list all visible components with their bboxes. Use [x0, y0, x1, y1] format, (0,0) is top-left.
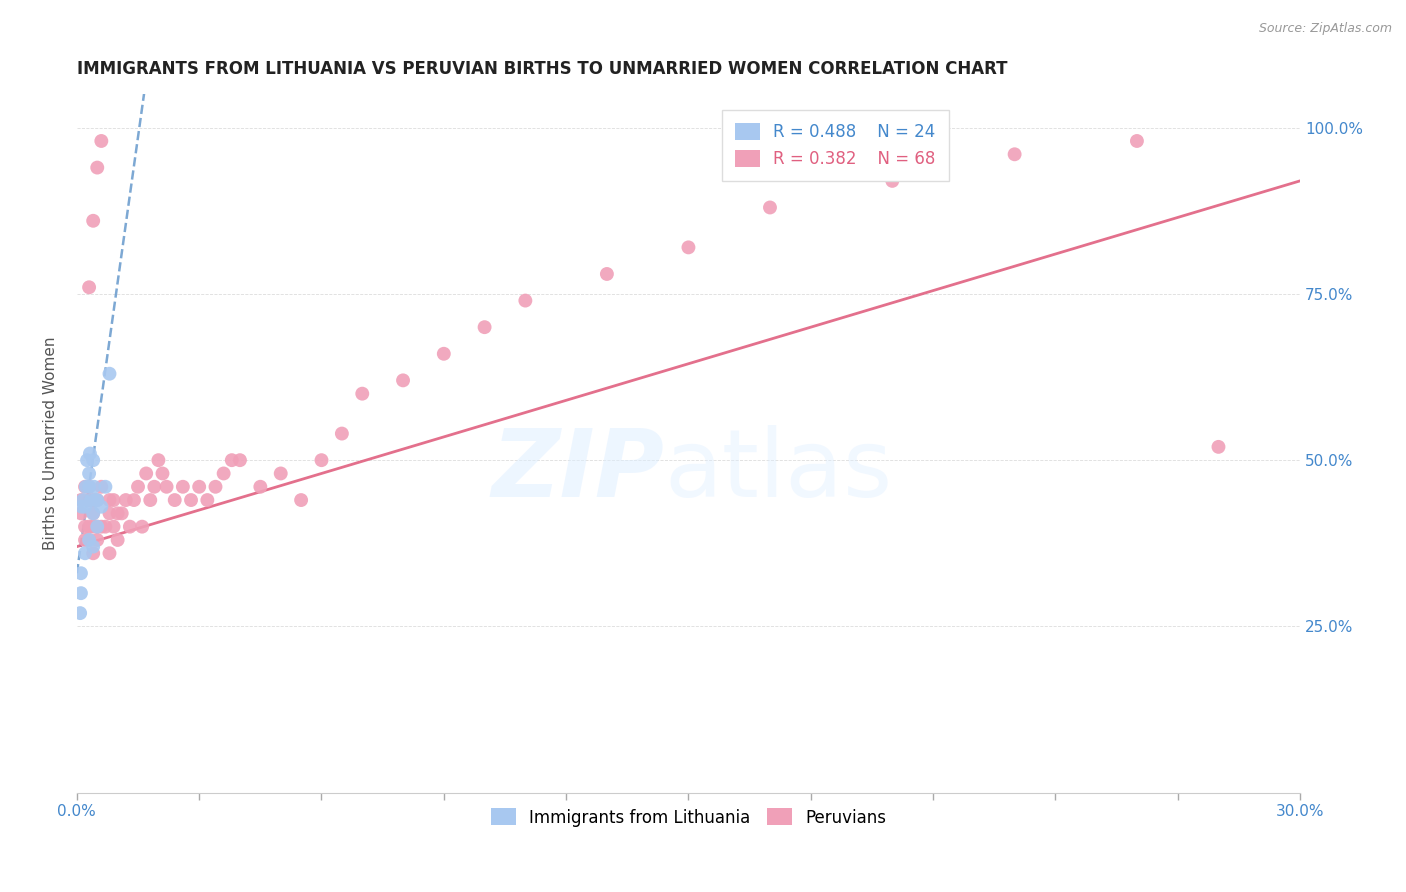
Point — [122, 493, 145, 508]
Point — [90, 134, 112, 148]
Point — [103, 519, 125, 533]
Point — [515, 293, 537, 308]
Text: atlas: atlas — [664, 425, 893, 517]
Point — [75, 480, 97, 494]
Point — [127, 480, 149, 494]
Point — [83, 480, 105, 494]
Point — [759, 201, 782, 215]
Point — [229, 453, 252, 467]
Text: Source: ZipAtlas.com: Source: ZipAtlas.com — [1258, 22, 1392, 36]
Point — [107, 507, 129, 521]
Point — [131, 519, 153, 533]
Point — [82, 507, 104, 521]
Point — [103, 493, 125, 508]
Point — [86, 161, 108, 175]
Point — [204, 480, 226, 494]
Point — [73, 546, 96, 560]
Point — [172, 480, 194, 494]
Point — [82, 546, 104, 560]
Point — [70, 493, 93, 508]
Text: ZIP: ZIP — [491, 425, 664, 517]
Point — [82, 493, 104, 508]
Point — [73, 519, 96, 533]
Point — [139, 493, 162, 508]
Point — [114, 493, 136, 508]
Point — [86, 519, 108, 533]
Point — [94, 480, 117, 494]
Point — [98, 367, 121, 381]
Point — [118, 519, 141, 533]
Point — [82, 540, 104, 554]
Point — [77, 467, 100, 481]
Point — [352, 386, 374, 401]
Point — [69, 606, 91, 620]
Point — [80, 493, 103, 508]
Point — [163, 493, 186, 508]
Point — [188, 480, 211, 494]
Point — [70, 586, 93, 600]
Point — [330, 426, 353, 441]
Point — [77, 533, 100, 547]
Point — [180, 493, 202, 508]
Point — [77, 493, 100, 508]
Point — [678, 240, 700, 254]
Point — [77, 533, 100, 547]
Point — [76, 453, 98, 467]
Point — [135, 467, 157, 481]
Point — [155, 480, 177, 494]
Point — [86, 493, 108, 508]
Point — [86, 493, 108, 508]
Point — [1208, 440, 1230, 454]
Point — [82, 214, 104, 228]
Point — [94, 519, 117, 533]
Point — [72, 493, 94, 508]
Point — [86, 519, 108, 533]
Point — [111, 507, 134, 521]
Point — [70, 507, 93, 521]
Point — [86, 533, 108, 547]
Point — [90, 519, 112, 533]
Point — [143, 480, 166, 494]
Point — [152, 467, 174, 481]
Point — [596, 267, 619, 281]
Point — [73, 533, 96, 547]
Point — [73, 500, 96, 514]
Point — [98, 493, 121, 508]
Point — [474, 320, 496, 334]
Point — [98, 546, 121, 560]
Legend: Immigrants from Lithuania, Peruvians: Immigrants from Lithuania, Peruvians — [484, 802, 893, 833]
Point — [212, 467, 235, 481]
Point — [70, 500, 93, 514]
Point — [90, 500, 112, 514]
Point — [82, 519, 104, 533]
Y-axis label: Births to Unmarried Women: Births to Unmarried Women — [44, 337, 58, 550]
Point — [70, 566, 93, 581]
Point — [82, 507, 104, 521]
Point — [249, 480, 271, 494]
Point — [77, 480, 100, 494]
Point — [290, 493, 312, 508]
Point — [84, 493, 107, 508]
Point — [98, 507, 121, 521]
Point — [311, 453, 333, 467]
Text: IMMIGRANTS FROM LITHUANIA VS PERUVIAN BIRTHS TO UNMARRIED WOMEN CORRELATION CHAR: IMMIGRANTS FROM LITHUANIA VS PERUVIAN BI… — [77, 60, 1007, 78]
Point — [195, 493, 218, 508]
Point — [392, 373, 415, 387]
Point — [433, 347, 456, 361]
Point — [77, 519, 100, 533]
Point — [882, 174, 904, 188]
Point — [107, 533, 129, 547]
Point — [77, 280, 100, 294]
Point — [79, 446, 101, 460]
Point — [77, 480, 100, 494]
Point — [221, 453, 243, 467]
Point — [1004, 147, 1026, 161]
Point — [82, 453, 104, 467]
Point — [1126, 134, 1149, 148]
Point — [148, 453, 170, 467]
Point — [73, 480, 96, 494]
Point — [270, 467, 292, 481]
Point — [90, 480, 112, 494]
